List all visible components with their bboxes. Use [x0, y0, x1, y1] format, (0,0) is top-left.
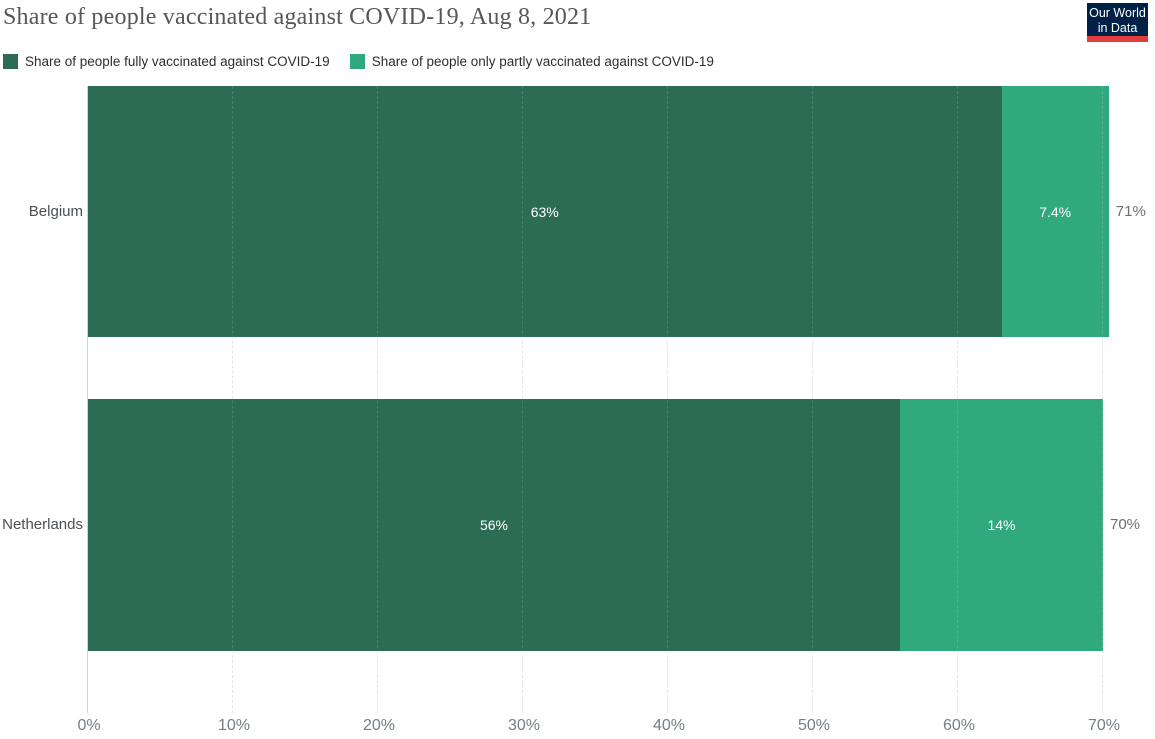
x-tick-label-50%: 50% [797, 717, 831, 734]
x-tick-label-30%: 30% [507, 717, 541, 734]
bar-value-label: 63% [530, 203, 559, 220]
legend-item-fully-vaccinated[interactable]: Share of people fully vaccinated against… [3, 54, 330, 69]
bar-value-label: 7.4% [1039, 203, 1072, 220]
owid-logo-accent-bar [1087, 36, 1148, 42]
x-tick-label-20%: 20% [362, 717, 396, 734]
legend-label-partly: Share of people only partly vaccinated a… [371, 54, 714, 69]
bar-segment-belgium-partly[interactable]: 7.4% [1001, 86, 1109, 337]
bar-total-label-belgium: 71% [1115, 202, 1146, 220]
bar-total-label-netherlands: 70% [1110, 516, 1141, 533]
bar-segment-netherlands-partly[interactable]: 14% [900, 399, 1103, 651]
row-label-belgium: Belgium [28, 202, 83, 220]
y-axis-line [87, 86, 88, 713]
legend: Share of people fully vaccinated against… [3, 54, 714, 69]
legend-item-partly-vaccinated[interactable]: Share of people only partly vaccinated a… [349, 54, 714, 69]
x-tick-label-10%: 10% [217, 717, 251, 734]
bar-value-label: 14% [987, 517, 1016, 533]
legend-label-fully: Share of people fully vaccinated against… [25, 54, 330, 69]
bar-value-label: 56% [479, 517, 509, 533]
x-tick-label-70%: 70% [1087, 717, 1121, 734]
bar-segment-netherlands-fully[interactable]: 56% [88, 399, 900, 651]
legend-swatch-partly-icon [349, 54, 365, 69]
x-tick-label-0%: 0% [77, 717, 101, 734]
owid-logo[interactable]: Our World in Data [1087, 3, 1148, 42]
bar-segment-belgium-fully[interactable]: 63% [88, 86, 1002, 337]
x-tick-label-60%: 60% [942, 717, 976, 734]
chart-title: Share of people vaccinated against COVID… [3, 4, 592, 30]
x-tick-label-40%: 40% [652, 717, 686, 734]
legend-swatch-fully-icon [3, 54, 18, 69]
owid-logo-line1: Our World [1089, 6, 1146, 20]
owid-logo-line2: in Data [1097, 21, 1138, 36]
row-label-netherlands: Netherlands [2, 516, 83, 533]
